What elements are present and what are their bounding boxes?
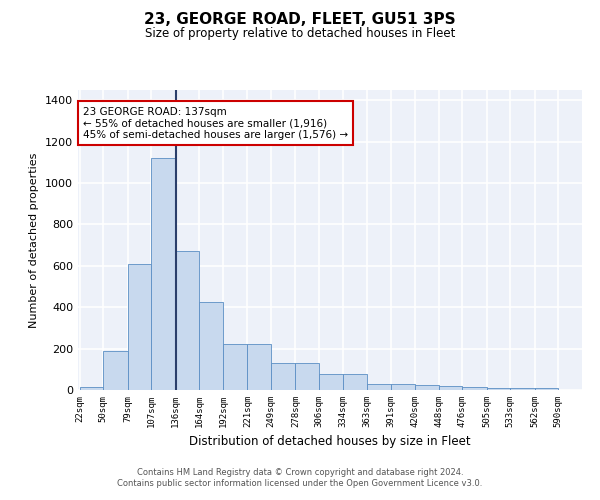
Text: Size of property relative to detached houses in Fleet: Size of property relative to detached ho… [145, 28, 455, 40]
Bar [463, 387, 487, 390]
Bar [199, 302, 223, 390]
Bar [439, 386, 463, 390]
Bar [391, 384, 415, 390]
Bar [223, 344, 247, 390]
Bar [151, 158, 176, 390]
Text: Contains HM Land Registry data © Crown copyright and database right 2024.
Contai: Contains HM Land Registry data © Crown c… [118, 468, 482, 487]
Bar [343, 374, 367, 390]
Text: 23, GEORGE ROAD, FLEET, GU51 3PS: 23, GEORGE ROAD, FLEET, GU51 3PS [144, 12, 456, 28]
Bar [176, 252, 199, 390]
Bar [367, 384, 391, 390]
Text: 23 GEORGE ROAD: 137sqm
← 55% of detached houses are smaller (1,916)
45% of semi-: 23 GEORGE ROAD: 137sqm ← 55% of detached… [83, 106, 348, 140]
Bar [295, 363, 319, 390]
Bar [128, 264, 151, 390]
Bar [319, 374, 343, 390]
Bar [487, 388, 511, 390]
Bar [80, 387, 103, 390]
Bar [415, 385, 439, 390]
Bar [511, 388, 535, 390]
Bar [535, 388, 559, 390]
Y-axis label: Number of detached properties: Number of detached properties [29, 152, 40, 328]
Bar [271, 363, 295, 390]
Bar [247, 344, 271, 390]
Bar [103, 350, 128, 390]
X-axis label: Distribution of detached houses by size in Fleet: Distribution of detached houses by size … [189, 436, 471, 448]
